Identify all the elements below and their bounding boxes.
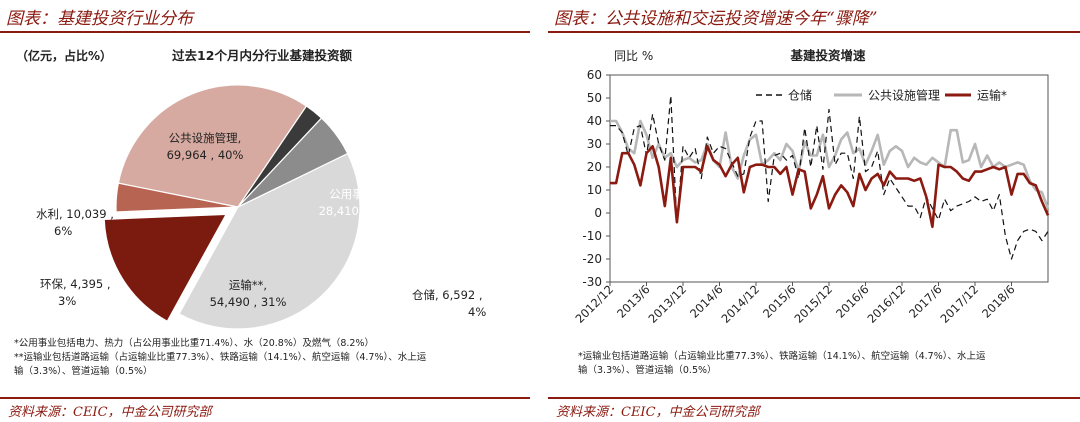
y-tick-label: -20 bbox=[582, 252, 602, 266]
pie-slices bbox=[103, 84, 361, 330]
pie-labels: 公共设施管理, 69,964 , 40% 公用事业*, 28,410 , 16% 仓储,… bbox=[36, 131, 486, 319]
footnote-line: **运输业包括道路运输（占运输业比重77.3%）、铁路运输（14.1%）、航空运… bbox=[14, 352, 427, 363]
pie-unit-label: （亿元，占比%） bbox=[16, 48, 112, 63]
source-text: 资料来源：CEIC，中金公司研究部 bbox=[8, 405, 212, 420]
legend: 仓储 公共设施管理 运输* bbox=[756, 88, 1007, 103]
source-text: 资料来源：CEIC，中金公司研究部 bbox=[556, 405, 760, 420]
pie-footnote: *公用事业包括电力、热力（占公用事业比重71.4%）、水（20.8%）及燃气（8… bbox=[14, 337, 426, 379]
pie-slice-value: 54,490 , 31% bbox=[210, 295, 287, 309]
plot-frame bbox=[609, 74, 1049, 283]
line-footnote: *运输业包括道路运输（占运输业比重77.3%）、铁路运输（14.1%）、航空运输… bbox=[578, 350, 986, 378]
y-tick-label: -30 bbox=[582, 275, 602, 289]
y-tick-label: 60 bbox=[587, 68, 602, 82]
y-tick-label: -10 bbox=[582, 229, 602, 243]
pie-slice-label: 公用事业*, bbox=[329, 187, 384, 201]
legend-label: 仓储 bbox=[788, 88, 812, 103]
y-tick-label: 50 bbox=[587, 91, 602, 105]
pie-slice-value: 28,410 , 16% bbox=[319, 204, 396, 218]
footnote-line: *运输业包括道路运输（占运输业比重77.3%）、铁路运输（14.1%）、航空运输… bbox=[578, 351, 986, 362]
legend-label: 公共设施管理 bbox=[868, 88, 940, 103]
y-axis-label: 同比 % bbox=[614, 49, 653, 63]
pie-slice-value: 3% bbox=[58, 294, 76, 308]
pie-slice-label: 运输**, bbox=[229, 278, 267, 292]
pie-slice-label: 环保, 4,395 , bbox=[40, 277, 111, 291]
series-line bbox=[610, 119, 1050, 209]
title-rule bbox=[0, 31, 530, 33]
pie-slice-value: 69,964 , 40% bbox=[167, 148, 244, 162]
series-line bbox=[610, 145, 1050, 229]
pie-chart: （亿元，占比%） 过去12个月内分行业基建投资额 公共设施管理, 69,964 ,… bbox=[16, 48, 486, 330]
x-tick-label: 2015/12 bbox=[791, 282, 835, 326]
bottom-rule bbox=[548, 397, 1080, 399]
panel-title: 图表：公共设施和交运投资增速今年“骤降” bbox=[554, 9, 878, 29]
pie-slice bbox=[237, 117, 349, 208]
line-chart-title: 基建投资增速 bbox=[789, 48, 866, 63]
footnote-line: 输（3.3%）、管道运输（0.5%） bbox=[14, 366, 153, 377]
pie-slice-label: 水利, 10,039 , bbox=[36, 207, 114, 221]
y-tick-label: 10 bbox=[587, 183, 602, 197]
title-rule bbox=[548, 31, 1080, 33]
series-lines bbox=[610, 95, 1050, 260]
footnote-line: *公用事业包括电力、热力（占公用事业比重71.4%）、水（20.8%）及燃气（8… bbox=[14, 338, 374, 349]
x-tick-label: 2017/12 bbox=[937, 282, 981, 326]
pie-slice bbox=[103, 213, 228, 323]
left-panel: 图表：基建投资行业分布 （亿元，占比%） 过去12个月内分行业基建投资额 公共设… bbox=[0, 0, 530, 422]
footnote-line: 输（3.3%）、管道运输（0.5%） bbox=[578, 365, 717, 376]
y-tick-label: 20 bbox=[587, 160, 602, 174]
pie-slice-label: 公共设施管理, bbox=[169, 131, 242, 145]
legend-label: 运输* bbox=[977, 88, 1007, 103]
panel-title: 图表：基建投资行业分布 bbox=[6, 9, 193, 29]
right-panel: 图表：公共设施和交运投资增速今年“骤降” 同比 % 基建投资增速 -30 -20 -… bbox=[548, 0, 1080, 422]
x-tick-label: 2014/12 bbox=[718, 282, 762, 326]
x-tick-label: 2013/12 bbox=[645, 282, 689, 326]
series-line bbox=[610, 95, 1049, 260]
line-chart: 同比 % 基建投资增速 -30-20-1001020304050602012/1… bbox=[572, 48, 1050, 326]
pie-title: 过去12个月内分行业基建投资额 bbox=[172, 48, 352, 63]
pie-slice-value: 4% bbox=[468, 305, 486, 319]
x-tick-label: 2016/12 bbox=[864, 282, 908, 326]
x-tick-label: 2018/6 bbox=[979, 282, 1018, 321]
pie-slice bbox=[117, 84, 308, 208]
pie-slice-value: 6% bbox=[54, 224, 72, 238]
pie-slice bbox=[178, 152, 361, 330]
bottom-rule bbox=[0, 397, 530, 399]
y-tick-label: 30 bbox=[587, 137, 602, 151]
y-tick-label: 0 bbox=[594, 206, 602, 220]
y-tick-label: 40 bbox=[587, 114, 602, 128]
pie-slice-label: 仓储, 6,592 , bbox=[412, 288, 483, 302]
